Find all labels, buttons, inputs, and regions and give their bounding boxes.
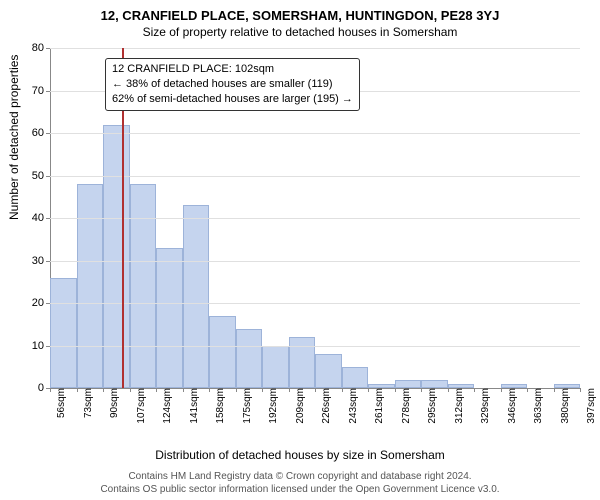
x-tick-label: 363sqm <box>531 388 544 424</box>
histogram-chart: 01020304050607080 56sqm73sqm90sqm107sqm1… <box>50 48 580 389</box>
x-tick-mark <box>50 388 51 392</box>
footer-attribution: Contains HM Land Registry data © Crown c… <box>0 470 600 496</box>
x-tick-mark <box>395 388 396 392</box>
histogram-bar <box>183 205 210 388</box>
annotation-line1: 12 CRANFIELD PLACE: 102sqm <box>112 62 353 77</box>
histogram-bar <box>342 367 369 388</box>
x-tick-label: 56sqm <box>54 388 67 418</box>
x-axis-title: Distribution of detached houses by size … <box>0 448 600 462</box>
histogram-bar <box>77 184 104 388</box>
page-subtitle: Size of property relative to detached ho… <box>0 23 600 39</box>
grid-line <box>50 346 580 347</box>
grid-line <box>50 303 580 304</box>
x-tick-mark <box>209 388 210 392</box>
x-tick-mark <box>130 388 131 392</box>
x-tick-mark <box>580 388 581 392</box>
footer-line2: Contains OS public sector information li… <box>0 483 600 496</box>
histogram-bar <box>421 380 448 389</box>
x-tick-mark <box>501 388 502 392</box>
grid-line <box>50 176 580 177</box>
histogram-bar <box>209 316 236 388</box>
y-tick-mark <box>46 218 50 219</box>
x-tick-mark <box>262 388 263 392</box>
histogram-bar <box>315 354 342 388</box>
x-tick-label: 90sqm <box>107 388 120 418</box>
x-tick-label: 278sqm <box>399 388 412 424</box>
x-tick-label: 295sqm <box>425 388 438 424</box>
grid-line <box>50 133 580 134</box>
histogram-bar <box>50 278 77 389</box>
x-tick-mark <box>421 388 422 392</box>
x-tick-label: 243sqm <box>346 388 359 424</box>
x-tick-label: 158sqm <box>213 388 226 424</box>
histogram-bar <box>130 184 157 388</box>
histogram-bar <box>103 125 130 389</box>
y-tick-mark <box>46 91 50 92</box>
x-tick-label: 329sqm <box>478 388 491 424</box>
grid-line <box>50 48 580 49</box>
x-tick-mark <box>527 388 528 392</box>
y-tick-mark <box>46 346 50 347</box>
x-tick-mark <box>156 388 157 392</box>
histogram-bar <box>262 346 289 389</box>
x-tick-label: 380sqm <box>558 388 571 424</box>
x-tick-label: 175sqm <box>240 388 253 424</box>
x-tick-label: 107sqm <box>134 388 147 424</box>
y-tick-mark <box>46 133 50 134</box>
annotation-line3: 62% of semi-detached houses are larger (… <box>112 92 353 107</box>
grid-line <box>50 261 580 262</box>
histogram-bar <box>236 329 263 389</box>
y-tick-mark <box>46 261 50 262</box>
x-tick-mark <box>368 388 369 392</box>
footer-line1: Contains HM Land Registry data © Crown c… <box>0 470 600 483</box>
x-tick-label: 141sqm <box>187 388 200 424</box>
x-tick-mark <box>448 388 449 392</box>
page-title: 12, CRANFIELD PLACE, SOMERSHAM, HUNTINGD… <box>0 0 600 23</box>
y-tick-mark <box>46 48 50 49</box>
x-tick-mark <box>554 388 555 392</box>
x-tick-label: 346sqm <box>505 388 518 424</box>
x-tick-mark <box>77 388 78 392</box>
x-tick-mark <box>342 388 343 392</box>
x-tick-mark <box>103 388 104 392</box>
x-tick-mark <box>315 388 316 392</box>
x-tick-label: 226sqm <box>319 388 332 424</box>
annotation-box: 12 CRANFIELD PLACE: 102sqm ← 38% of deta… <box>105 58 360 111</box>
grid-line <box>50 218 580 219</box>
y-tick-mark <box>46 176 50 177</box>
x-tick-mark <box>289 388 290 392</box>
x-tick-label: 73sqm <box>81 388 94 418</box>
annotation-line2: ← 38% of detached houses are smaller (11… <box>112 77 353 92</box>
x-tick-label: 209sqm <box>293 388 306 424</box>
x-tick-mark <box>236 388 237 392</box>
x-tick-label: 124sqm <box>160 388 173 424</box>
x-tick-label: 192sqm <box>266 388 279 424</box>
x-tick-mark <box>474 388 475 392</box>
x-tick-label: 397sqm <box>584 388 597 424</box>
y-tick-mark <box>46 303 50 304</box>
x-tick-mark <box>183 388 184 392</box>
x-tick-label: 312sqm <box>452 388 465 424</box>
x-tick-label: 261sqm <box>372 388 385 424</box>
histogram-bar <box>156 248 183 388</box>
histogram-bar <box>395 380 422 389</box>
y-axis-title: Number of detached properties <box>7 55 21 220</box>
